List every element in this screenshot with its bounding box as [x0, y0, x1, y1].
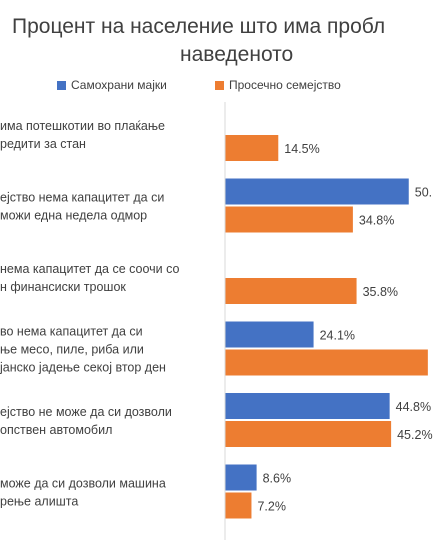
legend-swatch-single-mothers	[57, 80, 66, 90]
legend-label-single-mothers: Самохрани мајки	[71, 78, 167, 92]
category-label-5-line-1: рење алишта	[0, 495, 78, 509]
data-label-series-1-category-4: 45.2%	[397, 428, 432, 442]
category-label-2: нема капацитет да се соочи со н финансиск…	[0, 262, 180, 294]
category-label-3-line-0: во нема капацитет да си	[0, 325, 143, 339]
data-label-series-1-category-2: 35.8%	[363, 285, 398, 299]
category-label-4-line-0: ејство не може да си дозволи	[0, 405, 172, 419]
bar-series-0-category-3	[225, 321, 314, 348]
data-label-series-0-category-1: 50.	[415, 186, 432, 200]
data-label-series-1-category-5: 7.2%	[257, 500, 286, 514]
bar-series-1-category-4	[225, 421, 392, 447]
data-label-series-1-category-1: 34.8%	[359, 214, 394, 228]
legend-swatch-average-family	[215, 80, 224, 90]
data-label-series-0-category-3: 24.1%	[320, 329, 355, 343]
category-label-2-line-0: нема капацитет да се соочи со	[0, 262, 180, 276]
legend: Самохрани мајки Просечно семејство	[0, 78, 440, 94]
chart-title-line-1: Процент на население што има пробл	[12, 15, 386, 38]
category-label-5-line-0: може да си дозволи машина	[0, 477, 166, 491]
category-label-1-line-0: ејство нема капацитет да си	[0, 191, 164, 205]
category-label-1: ејство нема капацитет да си можи една нед…	[0, 191, 164, 223]
data-label-series-0-category-5: 8.6%	[263, 472, 292, 486]
bar-series-1-category-2	[225, 278, 357, 304]
category-label-4-line-1: опствен автомобил	[0, 423, 112, 437]
data-label-series-1-category-0: 14.5%	[284, 142, 319, 156]
category-label-0-line-1: редити за стан	[0, 137, 86, 151]
category-label-3: во нема капацитет да си ње месо, пиле, ри…	[0, 325, 166, 375]
legend-item-average-family: Просечно семејство	[215, 78, 341, 92]
bar-series-0-category-4	[225, 393, 390, 419]
category-label-4: ејство не може да си дозволи опствен авто…	[0, 405, 172, 437]
bar-series-1-category-0	[225, 135, 279, 161]
bar-series-0-category-5	[225, 464, 257, 491]
category-label-1-line-1: можи една недела одмор	[0, 209, 147, 223]
category-label-2-line-1: н финансиски трошок	[0, 280, 126, 294]
category-label-3-line-1: ње месо, пиле, риба или	[0, 343, 144, 357]
bar-series-1-category-3	[225, 349, 428, 376]
category-label-5: може да си дозволи машина рење алишта	[0, 477, 166, 509]
chart-title-line-2: наведеното	[180, 43, 294, 66]
legend-label-average-family: Просечно семејство	[229, 78, 341, 92]
category-label-0: има потешкотии во плаќање редити за стан	[0, 119, 165, 151]
category-label-0-line-0: има потешкотии во плаќање	[0, 119, 165, 133]
bar-series-1-category-5	[225, 492, 252, 519]
data-label-series-0-category-4: 44.8%	[396, 400, 431, 414]
legend-item-single-mothers: Самохрани мајки	[57, 78, 167, 92]
bar-series-0-category-1	[225, 178, 409, 205]
bar-series-1-category-1	[225, 206, 353, 233]
category-label-3-line-2: јанско јадење секој втор ден	[0, 361, 166, 375]
